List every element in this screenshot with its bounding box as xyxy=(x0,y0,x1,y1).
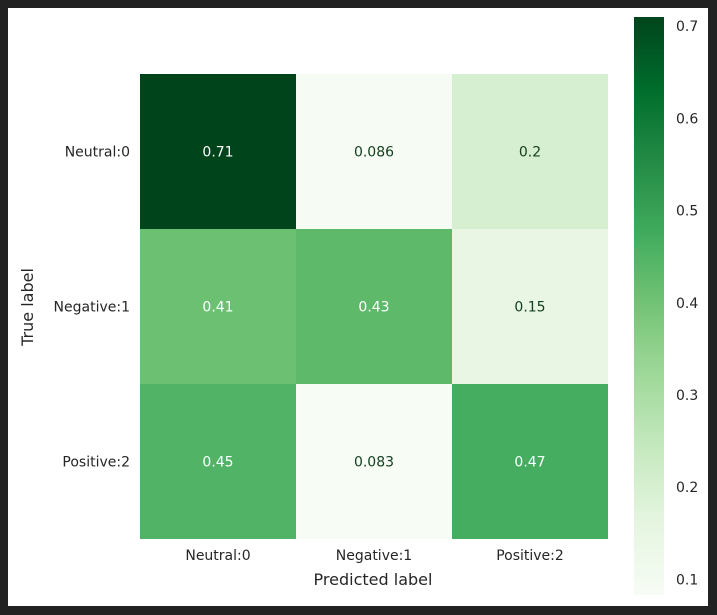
confusion-matrix-chart: 0.71 0.086 0.2 0.41 0.43 0.15 0.45 0.083 0.47 Ne… xyxy=(18,17,698,595)
cell-value-label: 0.45 xyxy=(202,455,233,471)
cell-value-label: 0.47 xyxy=(514,455,545,471)
heatmap-cells xyxy=(140,74,608,539)
colorbar-gradient xyxy=(634,17,664,595)
x-tick-label: Negative:1 xyxy=(336,548,412,564)
y-tick-label: Positive:2 xyxy=(62,455,130,471)
colorbar-tick-label: 0.7 xyxy=(676,19,698,35)
heatmap-cell xyxy=(296,74,452,229)
cell-value-label: 0.41 xyxy=(202,300,233,316)
colorbar-ticks: 0.1 0.2 0.3 0.4 0.5 0.6 0.7 xyxy=(676,19,698,588)
heatmap-cell xyxy=(452,384,608,539)
colorbar-tick-label: 0.4 xyxy=(676,296,698,312)
heatmap-cell-labels: 0.71 0.086 0.2 0.41 0.43 0.15 0.45 0.083 0.47 xyxy=(202,145,545,471)
y-tick-label: Negative:1 xyxy=(54,300,130,316)
cell-value-label: 0.083 xyxy=(354,455,394,471)
colorbar-tick-label: 0.2 xyxy=(676,480,698,496)
cell-value-label: 0.43 xyxy=(358,300,389,316)
y-tick-label: Neutral:0 xyxy=(65,145,130,161)
colorbar-tick-label: 0.5 xyxy=(676,204,698,220)
colorbar-tick-label: 0.1 xyxy=(676,572,698,588)
heatmap-cell xyxy=(452,229,608,384)
heatmap-cell xyxy=(452,74,608,229)
heatmap-cell xyxy=(140,384,296,539)
cell-value-label: 0.15 xyxy=(514,300,545,316)
chart-frame: 0.71 0.086 0.2 0.41 0.43 0.15 0.45 0.083 0.47 Ne… xyxy=(8,8,708,606)
heatmap-cell xyxy=(296,229,452,384)
cell-value-label: 0.71 xyxy=(202,145,233,161)
colorbar-tick-label: 0.6 xyxy=(676,111,698,127)
x-axis-ticks: Neutral:0 Negative:1 Positive:2 xyxy=(185,548,563,564)
colorbar: 0.1 0.2 0.3 0.4 0.5 0.6 0.7 xyxy=(634,17,698,595)
colorbar-tick-label: 0.3 xyxy=(676,388,698,404)
heatmap-cell xyxy=(296,384,452,539)
heatmap-cell xyxy=(140,74,296,229)
x-axis-label: Predicted label xyxy=(314,570,433,589)
heatmap-cell xyxy=(140,229,296,384)
cell-value-label: 0.2 xyxy=(519,145,541,161)
y-axis-label: True label xyxy=(18,268,37,347)
y-axis-ticks: Neutral:0 Negative:1 Positive:2 xyxy=(54,145,130,471)
cell-value-label: 0.086 xyxy=(354,145,394,161)
x-tick-label: Positive:2 xyxy=(496,548,564,564)
x-tick-label: Neutral:0 xyxy=(185,548,250,564)
